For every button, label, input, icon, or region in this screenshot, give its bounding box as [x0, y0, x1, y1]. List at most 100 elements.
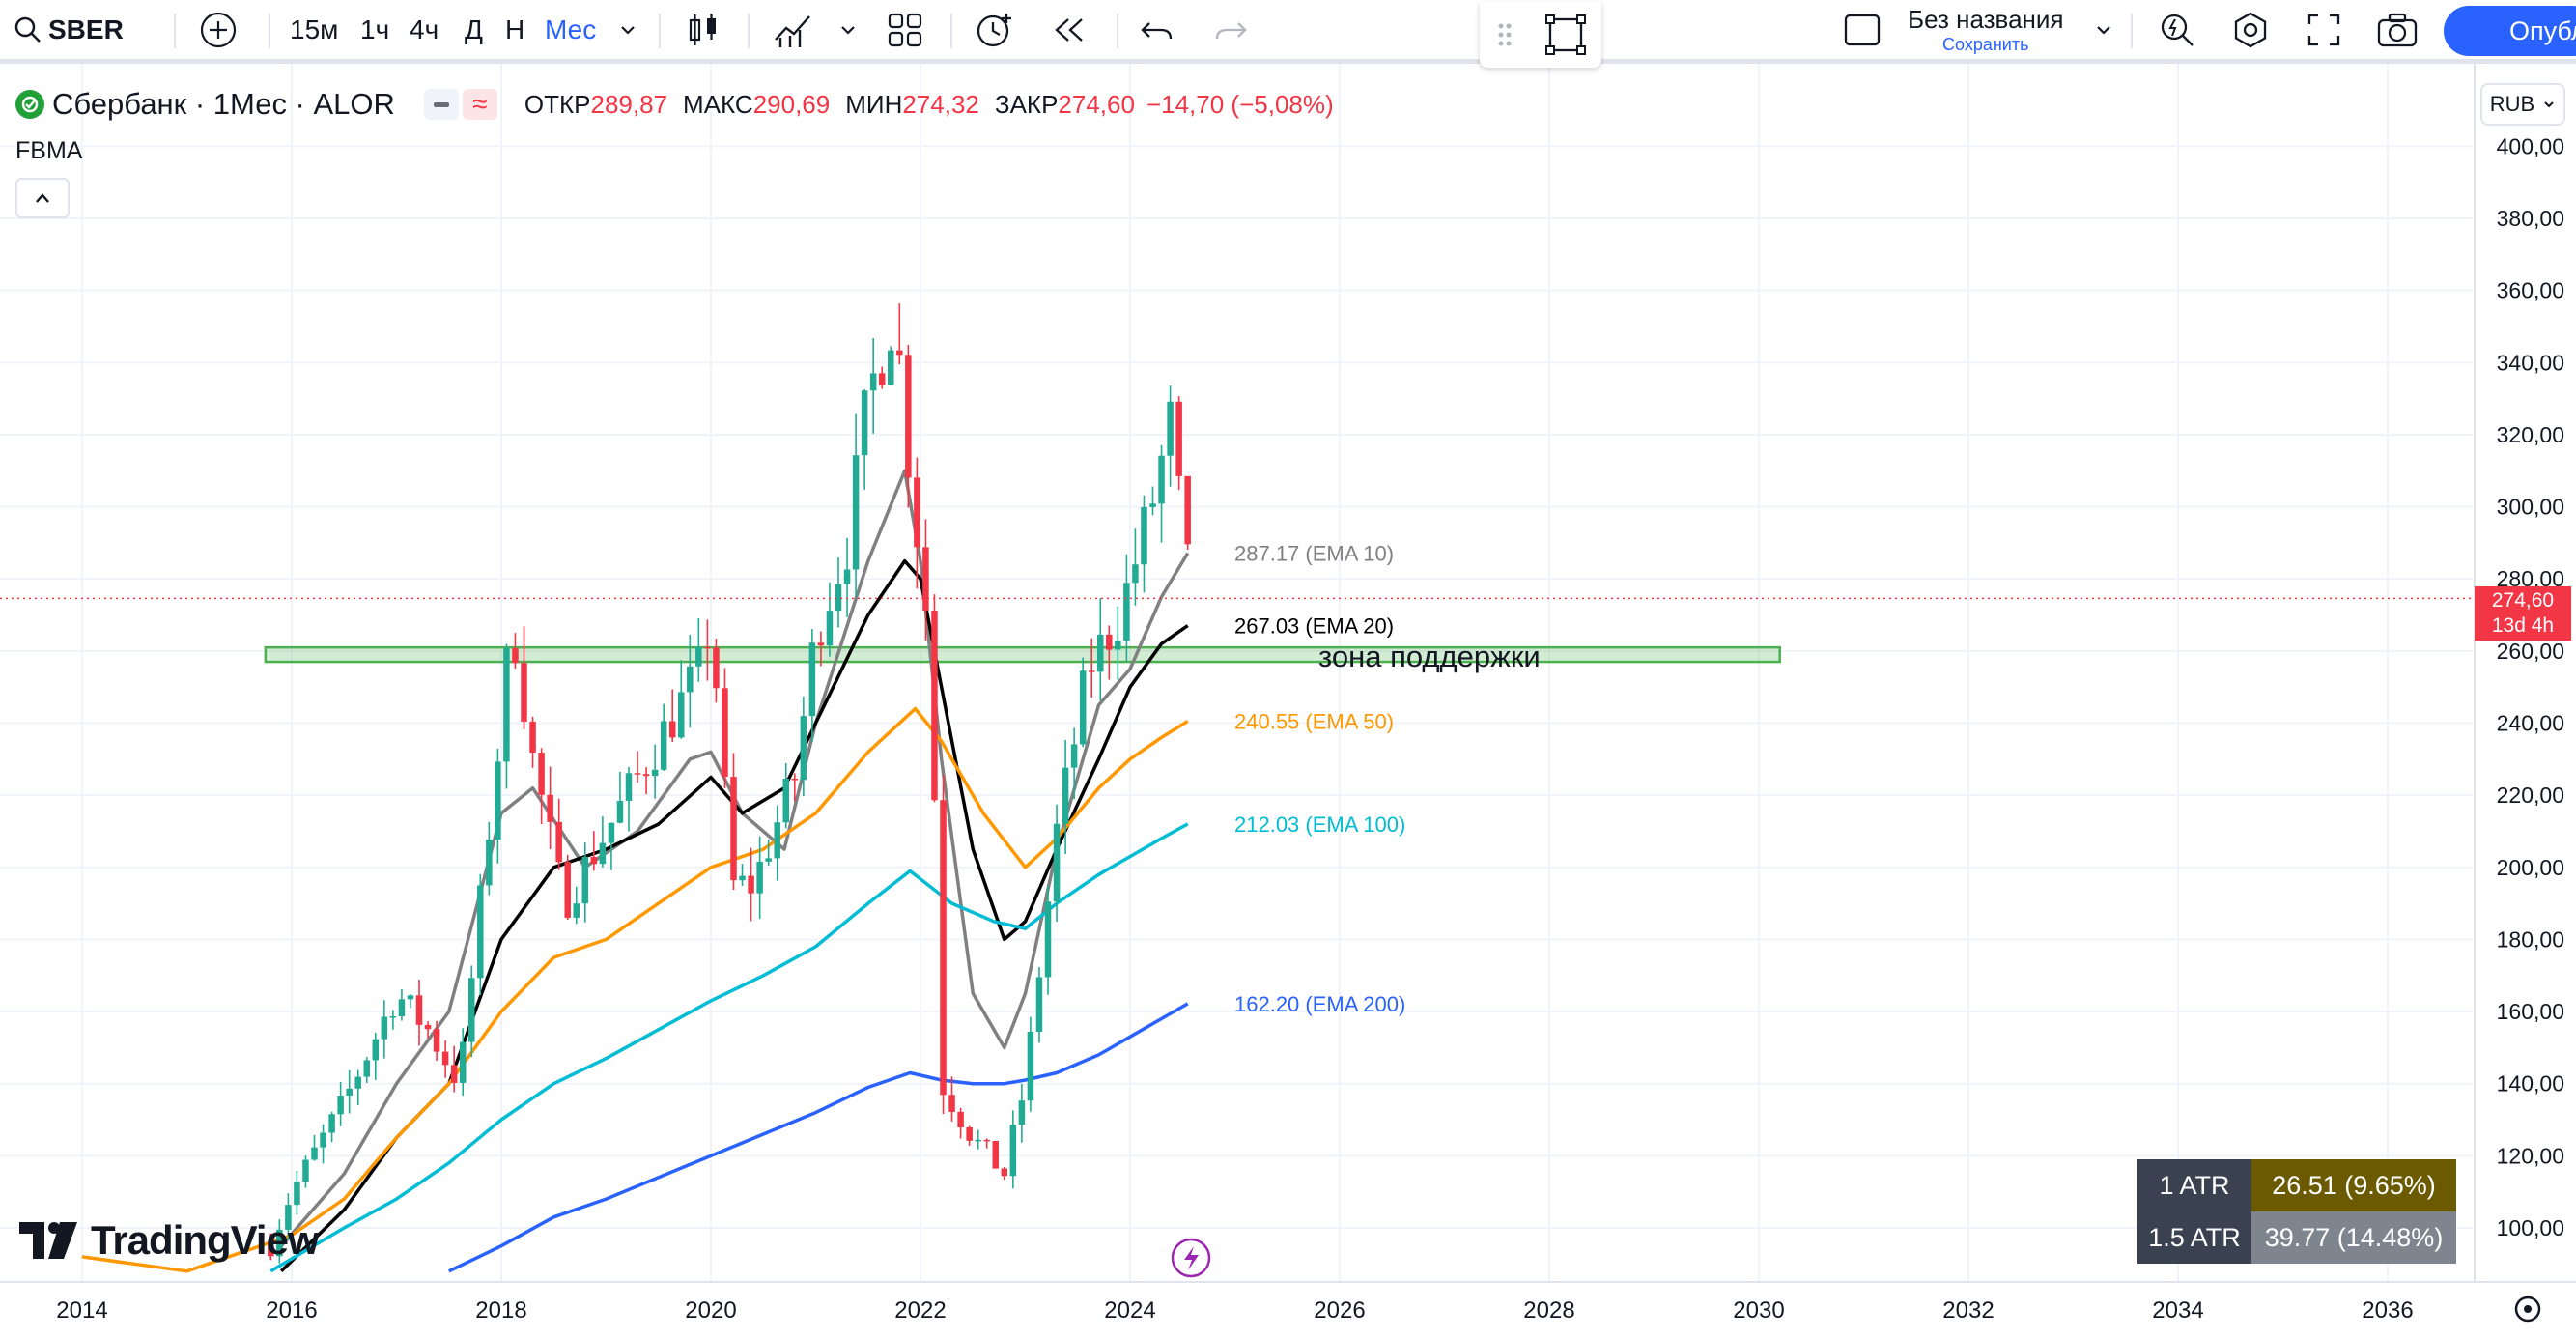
quick-search-button[interactable]: [2158, 0, 2196, 60]
publish-button[interactable]: Опублико: [2444, 6, 2576, 56]
instrument-title[interactable]: Сбербанк · 1Мес · ALOR: [52, 87, 395, 121]
candle-body: [1001, 1168, 1008, 1177]
candle-body: [957, 1111, 964, 1127]
candle-body: [503, 647, 510, 762]
interval-1h[interactable]: 1ч: [360, 14, 390, 44]
candle-body: [1184, 475, 1191, 545]
indicator-name[interactable]: FBMA: [15, 137, 83, 164]
candle-body: [468, 978, 475, 1042]
layout-dropdown[interactable]: [2094, 0, 2113, 60]
candle-body: [1035, 977, 1043, 1032]
candle-body: [1088, 670, 1095, 672]
replay-button[interactable]: [1051, 0, 1090, 60]
candle-body: [1141, 506, 1147, 565]
candle-body: [695, 646, 702, 667]
price-tick-label: 100,00: [2497, 1215, 2564, 1240]
legend-toggle-button[interactable]: [423, 89, 459, 120]
interval-week[interactable]: Н: [505, 14, 525, 44]
support-zone: зона поддержки: [264, 640, 1781, 673]
chart-type-button[interactable]: [686, 0, 721, 60]
tradingview-logo[interactable]: TradingView: [17, 1211, 320, 1269]
interval-day[interactable]: Д: [465, 14, 483, 44]
fullscreen-button[interactable]: [2307, 0, 2341, 60]
layout-button[interactable]: [1843, 0, 1882, 60]
atr-label: 1.5 ATR: [2137, 1211, 2251, 1264]
candle-body: [433, 1029, 440, 1052]
candle-body: [320, 1132, 326, 1148]
candle-body: [1097, 634, 1104, 672]
currency-label: RUB: [2489, 92, 2535, 116]
alert-button[interactable]: [974, 0, 1016, 60]
ema-labels: 287.17 (EMA 10) 267.03 (EMA 20) 240.55 (EM…: [1234, 541, 1405, 1015]
interval-dropdown[interactable]: [618, 0, 637, 60]
save-link[interactable]: Сохранить: [1942, 35, 2029, 54]
candle-body: [774, 822, 780, 859]
candle-body: [590, 857, 598, 865]
candle-body: [1027, 1031, 1034, 1101]
time-tick-label: 2014: [56, 1297, 107, 1324]
indicators-button[interactable]: [773, 0, 813, 60]
candle-body: [922, 547, 929, 611]
candle-body: [687, 666, 694, 693]
price-tick-label: 380,00: [2497, 206, 2564, 231]
bar-countdown: 13d 4h: [2491, 614, 2555, 637]
candle-body: [739, 875, 746, 881]
price-tick-label: 240,00: [2497, 711, 2564, 736]
undo-icon: [1141, 22, 1173, 40]
candle-body: [843, 569, 851, 584]
candle-body: [678, 692, 685, 738]
interval-4h[interactable]: 4ч: [410, 14, 439, 44]
candle-body: [415, 995, 423, 1025]
candle-body: [1167, 401, 1174, 456]
candle-body: [450, 1065, 458, 1083]
time-tick-label: 2028: [1523, 1297, 1574, 1324]
data-window-button[interactable]: ≈: [462, 89, 497, 120]
candle-body: [905, 355, 912, 478]
undo-button[interactable]: [1140, 0, 1175, 60]
candle-body: [869, 373, 877, 391]
settings-button[interactable]: [2231, 0, 2270, 60]
redo-button[interactable]: [1213, 0, 1248, 60]
candle-body: [477, 885, 484, 979]
candle-body: [311, 1147, 318, 1160]
time-tick-label: 2018: [475, 1297, 526, 1324]
layout-name[interactable]: Без названия Сохранить: [1908, 0, 2063, 60]
candle-body: [975, 1139, 981, 1142]
candle-body: [573, 903, 580, 918]
symbol-search[interactable]: SBER: [14, 0, 124, 60]
price-tick-label: 340,00: [2497, 350, 2564, 375]
candle-body: [547, 794, 553, 822]
interval-15m[interactable]: 15м: [290, 14, 339, 44]
lightning-glyph: [1184, 1246, 1199, 1270]
floating-toolbar[interactable]: [1480, 2, 1601, 68]
templates-button[interactable]: [887, 0, 923, 60]
time-tick-label: 2024: [1104, 1297, 1155, 1324]
time-axis: 2014 2016 2018 2020 2022 2024 2026 2028 2030 2032…: [56, 1297, 2413, 1324]
candle-body: [1175, 401, 1182, 476]
candle-body: [581, 857, 589, 904]
settings-hexagon-icon: [2234, 12, 2267, 48]
candle-body: [389, 1015, 397, 1018]
candle-body: [564, 862, 571, 918]
price-tick-label: 300,00: [2497, 495, 2564, 520]
candle-body: [722, 688, 728, 778]
compare-add-button[interactable]: [199, 0, 238, 60]
price-tick-label: 140,00: [2497, 1071, 2564, 1097]
low-label: МИН: [845, 89, 903, 119]
candle-body: [765, 858, 772, 862]
candle-body: [992, 1140, 1000, 1169]
interval-month[interactable]: Мес: [545, 14, 597, 44]
chevron-down-icon: [621, 26, 635, 35]
candle-body: [381, 1016, 388, 1040]
candle-body: [521, 663, 527, 722]
candle-body: [538, 753, 545, 795]
indicators-dropdown[interactable]: [838, 0, 858, 60]
currency-selector[interactable]: RUB: [2480, 83, 2565, 126]
snapshot-button[interactable]: [2376, 0, 2419, 60]
collapse-legend-button[interactable]: [15, 178, 70, 218]
open-label: ОТКР: [524, 89, 591, 119]
low-value: 274,32: [902, 89, 979, 119]
time-tick-label: 2020: [685, 1297, 736, 1324]
price-tick-label: 120,00: [2497, 1143, 2564, 1168]
